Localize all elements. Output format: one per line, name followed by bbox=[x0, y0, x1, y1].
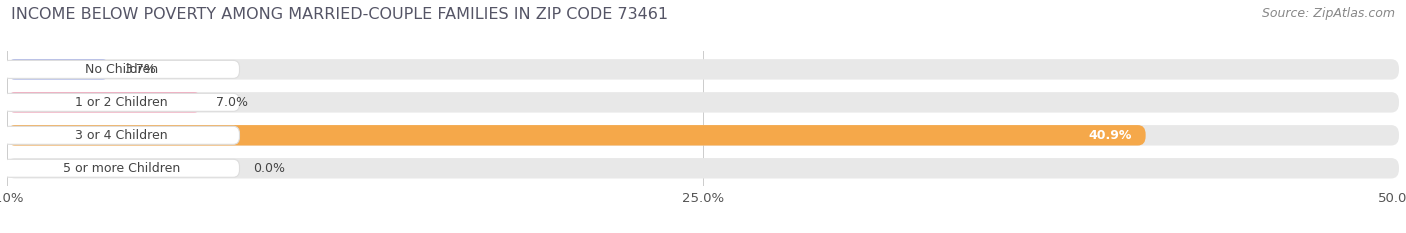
FancyBboxPatch shape bbox=[7, 125, 1399, 146]
FancyBboxPatch shape bbox=[7, 125, 1146, 146]
Text: No Children: No Children bbox=[84, 63, 157, 76]
FancyBboxPatch shape bbox=[7, 158, 1399, 178]
Text: Source: ZipAtlas.com: Source: ZipAtlas.com bbox=[1261, 7, 1395, 20]
Text: 3 or 4 Children: 3 or 4 Children bbox=[75, 129, 167, 142]
FancyBboxPatch shape bbox=[3, 126, 239, 144]
Text: 3.7%: 3.7% bbox=[124, 63, 156, 76]
Text: 7.0%: 7.0% bbox=[217, 96, 247, 109]
FancyBboxPatch shape bbox=[7, 59, 1399, 80]
FancyBboxPatch shape bbox=[3, 93, 239, 111]
Text: 40.9%: 40.9% bbox=[1088, 129, 1132, 142]
FancyBboxPatch shape bbox=[3, 159, 239, 177]
FancyBboxPatch shape bbox=[3, 60, 239, 78]
Text: INCOME BELOW POVERTY AMONG MARRIED-COUPLE FAMILIES IN ZIP CODE 73461: INCOME BELOW POVERTY AMONG MARRIED-COUPL… bbox=[11, 7, 668, 22]
Text: 5 or more Children: 5 or more Children bbox=[62, 162, 180, 175]
Text: 1 or 2 Children: 1 or 2 Children bbox=[75, 96, 167, 109]
Text: 0.0%: 0.0% bbox=[253, 162, 285, 175]
FancyBboxPatch shape bbox=[7, 92, 1399, 113]
FancyBboxPatch shape bbox=[7, 92, 202, 113]
FancyBboxPatch shape bbox=[7, 59, 110, 80]
